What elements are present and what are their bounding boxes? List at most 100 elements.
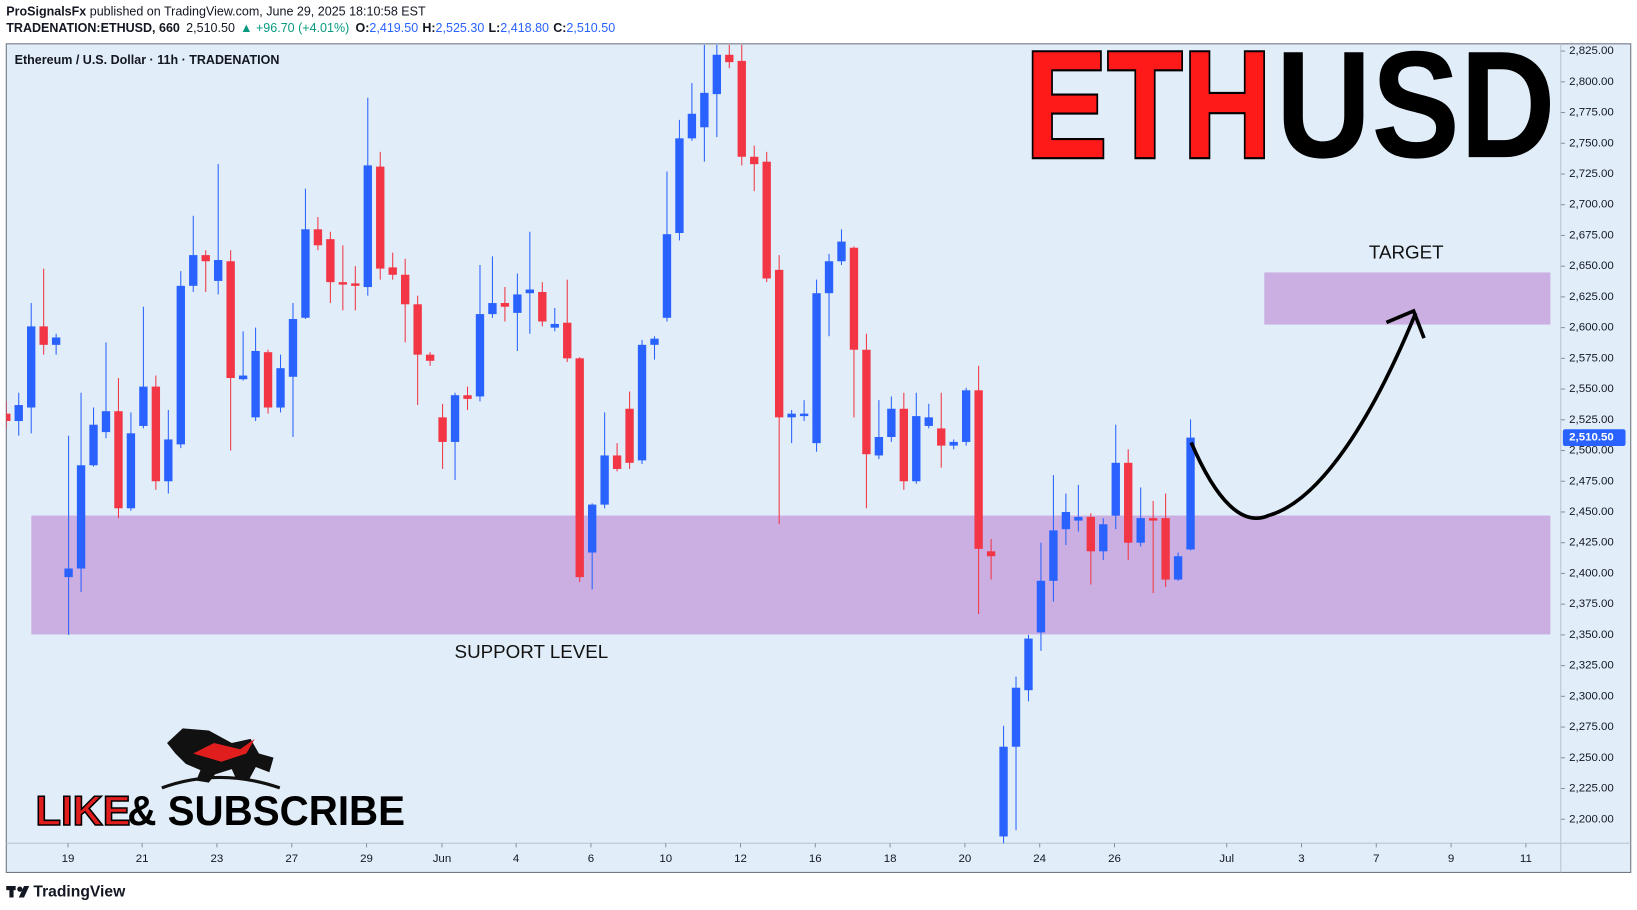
candle-body: [151, 386, 161, 482]
x-tick-label: 7: [1373, 853, 1379, 865]
candle-body: [1161, 518, 1170, 580]
candle-body: [376, 166, 385, 269]
y-tick-label: 2,250.00: [1569, 752, 1614, 764]
x-tick-label: 4: [513, 853, 520, 865]
candle-body: [961, 390, 971, 442]
candle-body: [288, 319, 298, 377]
y-tick-label: 2,750.00: [1569, 137, 1614, 149]
ohlc-label: L:: [488, 22, 500, 36]
candle-body: [650, 338, 659, 345]
published: published on TradingView.com, June 29, 2…: [90, 5, 426, 19]
candle-body: [189, 255, 198, 286]
symbol-line: TRADENATION:ETHUSD, 660 2,510.50 ▲ +96.70 …: [6, 22, 615, 36]
author[interactable]: ProSignalsFx: [6, 5, 86, 19]
candle-body: [401, 274, 410, 305]
candle-body: [413, 304, 422, 355]
candle-body: [737, 60, 746, 157]
footer-brand[interactable]: TradingView: [33, 883, 126, 900]
candle-body: [799, 413, 809, 417]
candle-body: [1186, 437, 1195, 550]
candle-body: [500, 303, 510, 307]
candle-body: [862, 349, 871, 455]
candle-body: [513, 294, 522, 313]
like-text: LIKE: [35, 787, 130, 834]
candle-body: [39, 326, 48, 345]
y-tick-label: 2,450.00: [1569, 506, 1614, 518]
y-tick-label: 2,300.00: [1569, 690, 1614, 702]
ohlc-value: 2,418.80: [500, 22, 549, 36]
candle-body: [924, 417, 933, 426]
candle-body: [750, 156, 759, 165]
candle-body: [6, 413, 11, 422]
x-tick-label: 27: [285, 853, 298, 865]
zone: [1264, 272, 1551, 325]
candle-body: [1124, 462, 1133, 543]
last-price-label: 2,510.50: [1569, 432, 1614, 444]
candle-body: [363, 165, 372, 288]
candle-body: [1024, 638, 1033, 691]
candle-body: [1099, 524, 1108, 552]
x-tick-label: 29: [360, 853, 373, 865]
y-tick-label: 2,825.00: [1569, 45, 1614, 57]
candle-body: [575, 358, 584, 578]
zone-label: TARGET: [1369, 242, 1444, 263]
ohlc-label: O:: [356, 22, 370, 36]
x-tick-label: 18: [884, 853, 897, 865]
candle-body: [637, 344, 647, 461]
candle-body: [1011, 687, 1021, 747]
candle-body: [164, 439, 173, 482]
y-tick-label: 2,375.00: [1569, 598, 1614, 610]
candle-body: [662, 234, 672, 318]
y-tick-label: 2,625.00: [1569, 291, 1614, 303]
y-tick-label: 2,275.00: [1569, 721, 1614, 733]
candle-body: [388, 267, 397, 275]
x-tick-label: 24: [1033, 853, 1046, 865]
candle-body: [675, 138, 684, 233]
candle-body: [899, 408, 908, 482]
candle-body: [1136, 518, 1145, 543]
x-tick-label: 23: [211, 853, 224, 865]
x-tick-label: 12: [734, 853, 747, 865]
candle-body: [276, 368, 285, 408]
ohlc-label: H:: [422, 22, 435, 36]
candle-body: [326, 239, 335, 283]
x-tick-label: 21: [136, 853, 149, 865]
x-tick-label: Jun: [433, 853, 452, 865]
candle-body: [351, 283, 360, 286]
arrow-head: [1385, 308, 1426, 339]
y-tick-label: 2,575.00: [1569, 352, 1614, 364]
candle-body: [114, 411, 123, 509]
candle-body: [538, 291, 547, 322]
candle-body: [1173, 556, 1183, 580]
y-tick-label: 2,225.00: [1569, 783, 1614, 795]
y-tick-label: 2,700.00: [1569, 199, 1614, 211]
candle-body: [999, 746, 1008, 837]
chart-title: Ethereum / U.S. Dollar · 11h · TRADENATI…: [15, 53, 280, 67]
candle-body: [238, 375, 248, 380]
candle-body: [874, 437, 884, 456]
candle-body: [849, 247, 859, 350]
x-tick-label: 19: [62, 853, 75, 865]
y-tick-label: 2,600.00: [1569, 322, 1614, 334]
chart-frame: [5, 43, 1632, 873]
zone: [31, 515, 1551, 635]
candle-body: [1074, 516, 1083, 521]
candle-body: [712, 54, 722, 95]
candle-body: [101, 411, 111, 433]
candle-body: [937, 428, 946, 446]
candle-body: [126, 433, 136, 509]
candle-body: [1049, 530, 1058, 581]
tv-logo: [6, 885, 30, 898]
candle-body: [438, 417, 447, 442]
candle-body: [949, 441, 958, 446]
candle-body: [313, 229, 323, 246]
candle-body: [176, 285, 185, 445]
x-tick-label: 20: [959, 853, 972, 865]
candle-body: [301, 229, 310, 318]
candle-body: [251, 350, 260, 418]
candle-body: [1148, 518, 1158, 521]
projection-arrow: [1189, 312, 1418, 520]
y-tick-label: 2,800.00: [1569, 76, 1614, 88]
ohlc-value: 2,510.50: [566, 22, 615, 36]
